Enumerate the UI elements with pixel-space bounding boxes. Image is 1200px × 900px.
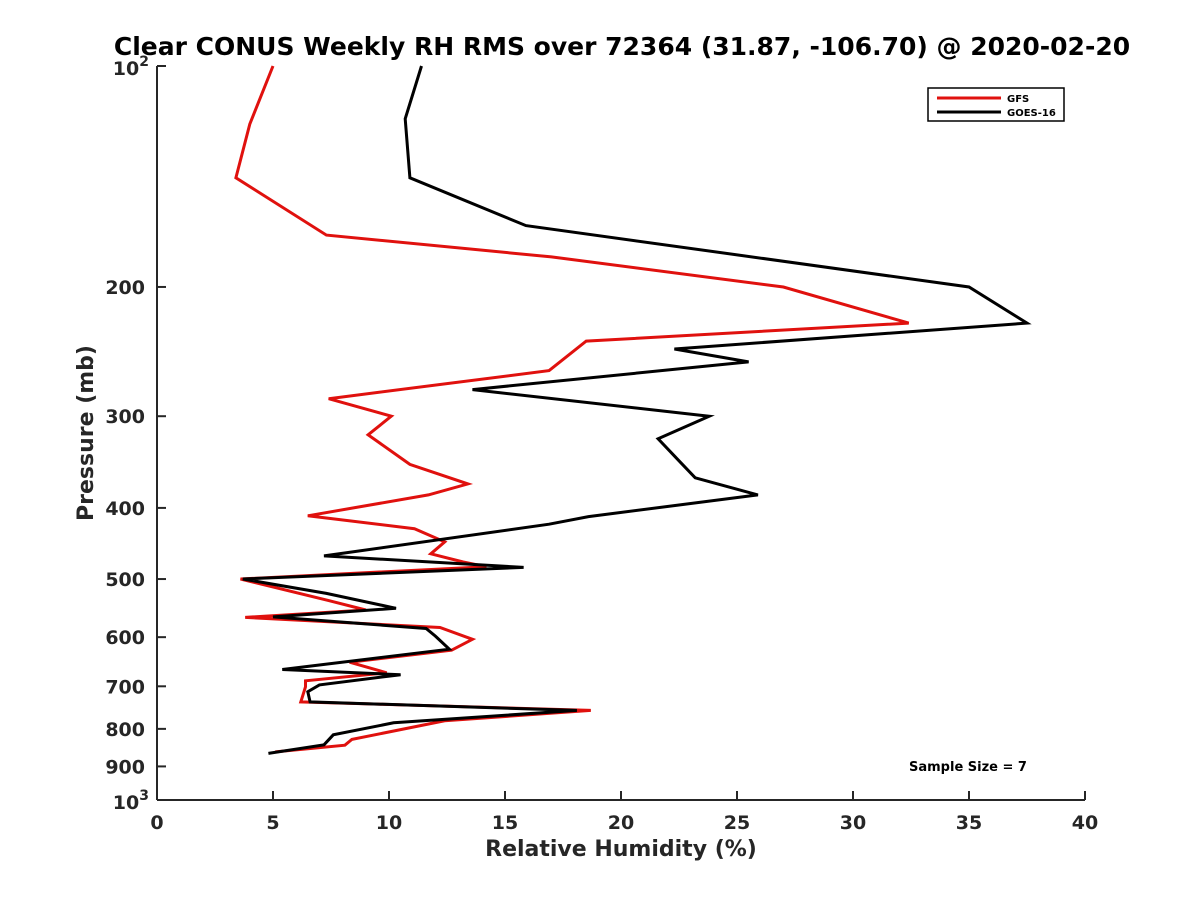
- x-tick-label: 25: [724, 812, 750, 834]
- legend-label-gfs: GFS: [1007, 94, 1029, 105]
- series-layer: [234, 65, 1032, 755]
- sample-size-annotation: Sample Size = 7: [909, 760, 1027, 775]
- x-tick-label: 0: [150, 812, 163, 834]
- x-tick-label: 35: [956, 812, 982, 834]
- series-line-gfs: [234, 65, 910, 754]
- y-tick-label: 500: [105, 569, 145, 591]
- x-tick-label: 40: [1072, 812, 1098, 834]
- y-tick-label: 900: [105, 756, 145, 778]
- x-tick-label: 20: [608, 812, 634, 834]
- y-tick-label: 400: [105, 498, 145, 520]
- y-tick-label: 300: [105, 406, 145, 428]
- x-tick-label: 30: [840, 812, 866, 834]
- y-tick-label: 700: [105, 676, 145, 698]
- x-tick-label: 10: [376, 812, 402, 834]
- x-tick-label: 5: [266, 812, 279, 834]
- legend-label-goes-16: GOES-16: [1007, 108, 1056, 119]
- x-axis-label: Relative Humidity (%): [485, 837, 757, 862]
- series-line-goes-16: [242, 65, 1032, 755]
- chart-title: Clear CONUS Weekly RH RMS over 72364 (31…: [114, 32, 1130, 61]
- legend: GFS GOES-16: [927, 87, 1065, 122]
- legend-box: [927, 87, 1065, 122]
- y-tick-label: 600: [105, 627, 145, 649]
- y-axis-label: Pressure (mb): [74, 345, 99, 521]
- y-tick-label: 102: [113, 54, 149, 80]
- axes-layer: 0 5 10 15 20 25 30 35 40 200 300 400 500 600 700 800 900…: [105, 54, 1098, 834]
- y-tick-label: 800: [105, 719, 145, 741]
- y-tick-label: 200: [105, 277, 145, 299]
- y-tick-label: 103: [113, 788, 149, 814]
- x-tick-label: 15: [492, 812, 518, 834]
